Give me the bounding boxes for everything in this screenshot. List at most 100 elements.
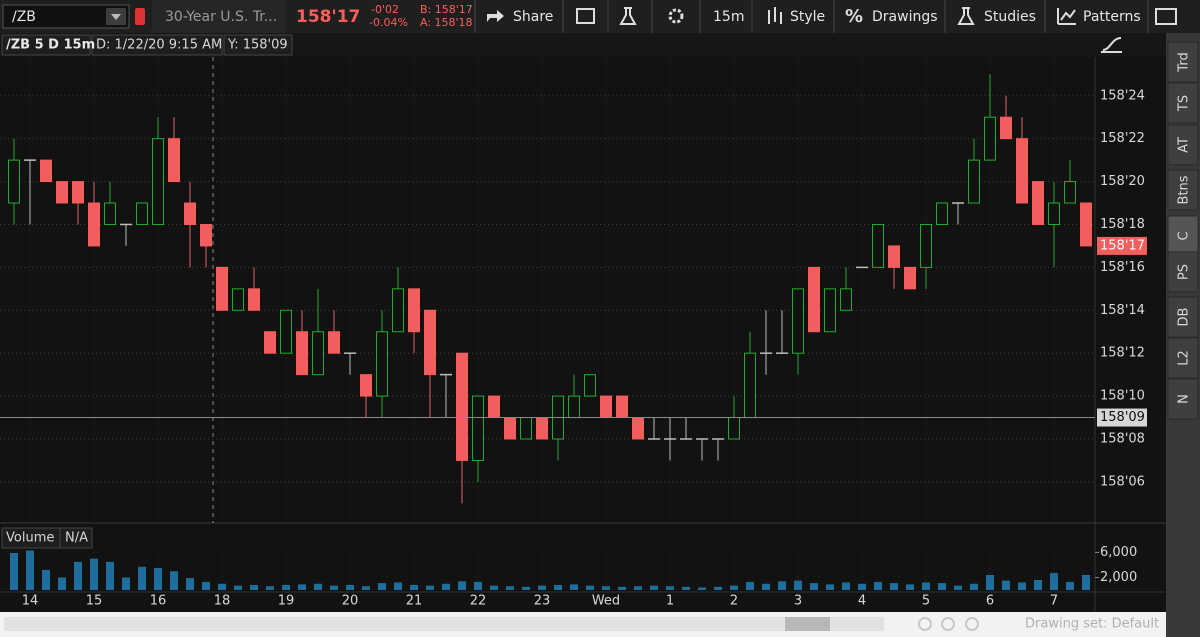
side-tab-label[interactable]: C bbox=[1177, 231, 1192, 240]
y-tick-label: 158'24 bbox=[1100, 88, 1145, 103]
volume-bar bbox=[26, 550, 34, 590]
patterns[interactable]: Patterns bbox=[1083, 9, 1141, 25]
description: 30-Year U.S. Tr... bbox=[165, 9, 277, 25]
volume-bar bbox=[314, 583, 322, 590]
side-tab-label[interactable]: TS bbox=[1177, 95, 1192, 112]
volume-bar bbox=[954, 585, 962, 590]
header-box bbox=[59, 527, 93, 549]
side-tab[interactable] bbox=[1167, 82, 1199, 124]
last-price-label: 158'17 bbox=[1100, 238, 1145, 253]
volume-bar bbox=[906, 584, 914, 590]
volume-bar bbox=[698, 587, 706, 590]
share-icon[interactable] bbox=[487, 10, 504, 22]
symbol-box[interactable] bbox=[2, 4, 130, 29]
studies-icon[interactable] bbox=[957, 7, 975, 25]
gear-icon[interactable] bbox=[668, 8, 684, 24]
header-box bbox=[1, 34, 91, 56]
desc-cell bbox=[152, 0, 286, 33]
y-tick-label: 158'16 bbox=[1100, 260, 1145, 275]
y-tick-label: 158'12 bbox=[1100, 346, 1145, 361]
drawing-set[interactable]: Drawing set: Default bbox=[1025, 617, 1159, 632]
x-tick-label: Wed bbox=[592, 594, 620, 609]
side-tab[interactable] bbox=[1167, 378, 1199, 420]
volume-bar bbox=[90, 558, 98, 590]
percent-icon[interactable]: % bbox=[845, 6, 863, 27]
drawings[interactable]: Drawings bbox=[872, 9, 938, 25]
volume-bar bbox=[1002, 580, 1010, 590]
candle-body bbox=[1064, 181, 1076, 204]
candle-body bbox=[424, 309, 436, 376]
y-tick-label: 158'08 bbox=[1100, 431, 1145, 446]
style-icon[interactable] bbox=[768, 7, 782, 24]
scrollbar-thumb[interactable] bbox=[785, 617, 830, 631]
volume-bar bbox=[586, 585, 594, 590]
side-tab[interactable] bbox=[1167, 124, 1199, 166]
header-box bbox=[91, 34, 223, 56]
volume-bar bbox=[842, 582, 850, 590]
candle-body bbox=[216, 266, 228, 311]
volume-bar bbox=[1034, 579, 1042, 590]
candle-body bbox=[200, 223, 212, 247]
side-tab[interactable] bbox=[1167, 215, 1199, 257]
side-tab-label[interactable]: N bbox=[1177, 394, 1192, 404]
zoom-icons[interactable] bbox=[918, 617, 979, 631]
patterns-icon[interactable] bbox=[1057, 8, 1076, 25]
pct-change: -0.04% bbox=[369, 16, 408, 29]
y-tick-label: 158'22 bbox=[1100, 131, 1145, 146]
timeframe[interactable]: 15m bbox=[713, 9, 744, 25]
candle-body bbox=[904, 266, 916, 290]
y-tick-label: 158'14 bbox=[1100, 303, 1145, 318]
volume-bar bbox=[490, 585, 498, 590]
candle-body bbox=[280, 309, 292, 354]
volume-bar bbox=[634, 586, 642, 590]
x-tick-label: 15 bbox=[86, 594, 103, 609]
side-tab-label[interactable]: Btns bbox=[1177, 175, 1192, 204]
volume-bar bbox=[378, 583, 386, 590]
bid: B: 158'17 bbox=[420, 3, 473, 16]
volume-tick-label: 6,000 bbox=[1100, 545, 1137, 560]
side-tab[interactable] bbox=[1167, 41, 1199, 83]
side-tab-label[interactable]: AT bbox=[1177, 137, 1192, 153]
volume-bar bbox=[858, 583, 866, 590]
side-tab[interactable] bbox=[1167, 337, 1199, 379]
symbol[interactable]: /ZB bbox=[12, 9, 36, 25]
candle-body bbox=[72, 181, 84, 204]
side-tab-label[interactable]: DB bbox=[1177, 308, 1192, 327]
note-icon[interactable] bbox=[576, 8, 595, 24]
side-tab-label[interactable]: PS bbox=[1177, 264, 1192, 280]
scrollbar-track[interactable] bbox=[4, 617, 884, 631]
expand-icon[interactable] bbox=[1101, 37, 1122, 53]
flask-icon[interactable] bbox=[619, 7, 637, 25]
layout-icon[interactable] bbox=[1155, 8, 1177, 25]
candle-body bbox=[408, 288, 420, 333]
volume-bar bbox=[410, 584, 418, 590]
candle-body bbox=[56, 181, 68, 204]
side-tab[interactable] bbox=[1167, 296, 1199, 338]
cursor-price-header: Y: 158'09 bbox=[227, 38, 288, 53]
x-tick-label: 4 bbox=[858, 594, 866, 609]
volume-bar bbox=[106, 561, 114, 590]
studies[interactable]: Studies bbox=[984, 9, 1036, 25]
candle-body bbox=[168, 138, 180, 183]
volume-bar bbox=[282, 584, 290, 590]
side-tab-label[interactable]: L2 bbox=[1177, 350, 1192, 366]
link-icon[interactable] bbox=[135, 8, 145, 25]
x-tick-label: 5 bbox=[922, 594, 930, 609]
candle-body bbox=[392, 288, 404, 333]
candle-body bbox=[936, 202, 948, 225]
net-change: -0'02 bbox=[371, 3, 399, 16]
side-tab-label[interactable]: Trd bbox=[1177, 52, 1192, 72]
dropdown-arrow bbox=[111, 14, 121, 20]
volume-bar bbox=[362, 586, 370, 590]
volume-bar bbox=[330, 585, 338, 590]
share[interactable]: Share bbox=[513, 9, 553, 25]
candle-body bbox=[888, 245, 900, 268]
candle-body bbox=[984, 116, 996, 161]
x-tick-label: 18 bbox=[214, 594, 231, 609]
x-tick-label: 16 bbox=[150, 594, 167, 609]
candle-body bbox=[584, 374, 596, 397]
side-tab[interactable] bbox=[1167, 169, 1199, 211]
side-tab[interactable] bbox=[1167, 251, 1199, 293]
style[interactable]: Style bbox=[790, 9, 825, 25]
